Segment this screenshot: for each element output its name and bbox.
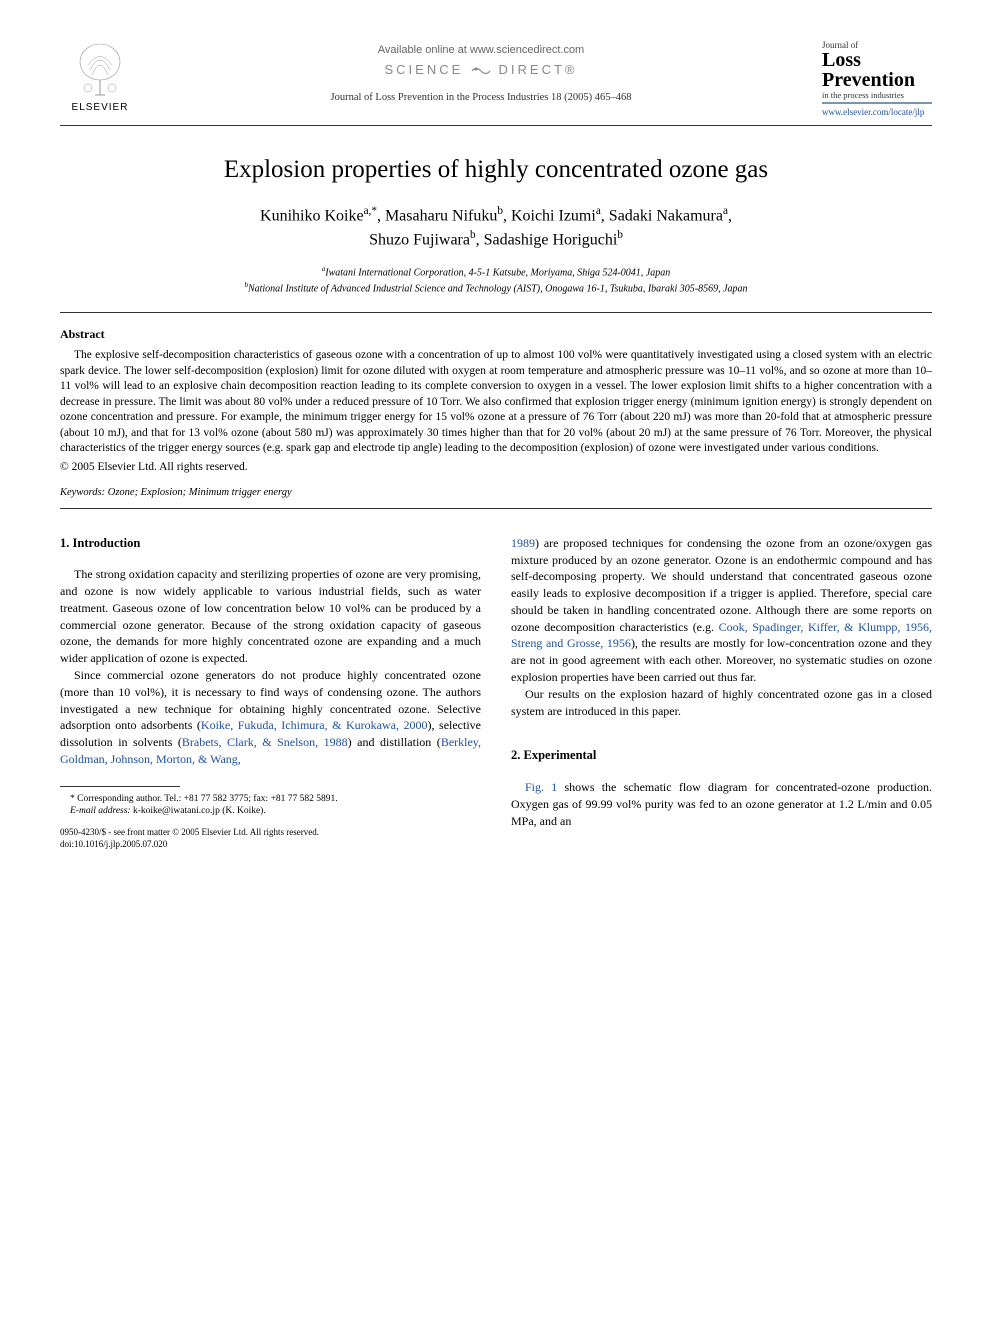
elsevier-tree-icon — [70, 40, 130, 100]
abstract-bottom-rule — [60, 508, 932, 509]
intro-para-3: 1989) are proposed techniques for conden… — [511, 535, 932, 686]
exp-para-1: Fig. 1 shows the schematic flow diagram … — [511, 779, 932, 829]
left-column: 1. Introduction The strong oxidation cap… — [60, 535, 481, 851]
authors: Kunihiko Koikea,*, Masaharu Nifukub, Koi… — [60, 204, 932, 251]
citation-koike-2000[interactable]: Koike, Fukuda, Ichimura, & Kurokawa, 200… — [201, 718, 428, 732]
section-2-heading: 2. Experimental — [511, 747, 932, 765]
affiliation-b: bNational Institute of Advanced Industri… — [60, 281, 932, 294]
keywords-text: Ozone; Explosion; Minimum trigger energy — [105, 487, 292, 498]
email-label: E-mail address: — [70, 806, 131, 816]
author-5: Shuzo Fujiwara — [369, 231, 470, 248]
right-column: 1989) are proposed techniques for conden… — [511, 535, 932, 851]
cover-prevention: Prevention — [822, 70, 932, 90]
journal-cover: Journal of Loss Prevention in the proces… — [822, 40, 932, 117]
page-header: ELSEVIER Available online at www.science… — [60, 40, 932, 117]
abstract-heading: Abstract — [60, 327, 932, 342]
cover-loss: Loss — [822, 50, 932, 70]
elsevier-logo: ELSEVIER — [60, 40, 140, 113]
keywords: Keywords: Ozone; Explosion; Minimum trig… — [60, 487, 932, 498]
footnote-rule — [60, 786, 180, 787]
author-1-affil: a,* — [364, 205, 377, 217]
citation-brabets-1988[interactable]: Brabets, Clark, & Snelson, 1988 — [182, 735, 348, 749]
section-1-heading: 1. Introduction — [60, 535, 481, 553]
intro-para-2: Since commercial ozone generators do not… — [60, 667, 481, 768]
doi-footnote: doi:10.1016/j.jlp.2005.07.020 — [60, 839, 481, 851]
affiliation-a: aIwatani International Corporation, 4-5-… — [60, 265, 932, 278]
cover-url[interactable]: www.elsevier.com/locate/jlp — [822, 107, 932, 117]
citation-berkley-1989b[interactable]: 1989 — [511, 536, 535, 550]
abstract-top-rule — [60, 312, 932, 313]
corresponding-author-footnote: * Corresponding author. Tel.: +81 77 582… — [60, 793, 481, 805]
abstract-body: The explosive self-decomposition charact… — [60, 348, 932, 457]
sd-swirl-icon — [470, 64, 492, 78]
keywords-label: Keywords: — [60, 487, 105, 498]
abstract-copyright: © 2005 Elsevier Ltd. All rights reserved… — [60, 461, 932, 473]
author-1: Kunihiko Koike — [260, 207, 364, 224]
issn-footnote: 0950-4230/$ - see front matter © 2005 El… — [60, 827, 481, 839]
body-columns: 1. Introduction The strong oxidation cap… — [60, 535, 932, 851]
sd-left: SCIENCE — [384, 62, 463, 77]
article-title: Explosion properties of highly concentra… — [60, 156, 932, 184]
intro-para-1: The strong oxidation capacity and steril… — [60, 566, 481, 667]
figure-1-ref[interactable]: Fig. 1 — [525, 780, 557, 794]
journal-reference: Journal of Loss Prevention in the Proces… — [140, 92, 822, 103]
available-online-text: Available online at www.sciencedirect.co… — [140, 44, 822, 56]
cover-subtitle: in the process industries — [822, 90, 932, 104]
header-rule — [60, 125, 932, 126]
intro-para-4: Our results on the explosion hazard of h… — [511, 686, 932, 720]
author-6-affil: b — [617, 229, 623, 241]
email-footnote: E-mail address: k-koike@iwatani.co.jp (K… — [60, 805, 481, 817]
elsevier-label: ELSEVIER — [72, 102, 129, 113]
header-center: Available online at www.sciencedirect.co… — [140, 40, 822, 103]
email-address[interactable]: k-koike@iwatani.co.jp (K. Koike). — [131, 806, 266, 816]
sciencedirect-logo: SCIENCE DIRECT® — [140, 62, 822, 78]
sd-right: DIRECT® — [499, 62, 578, 77]
